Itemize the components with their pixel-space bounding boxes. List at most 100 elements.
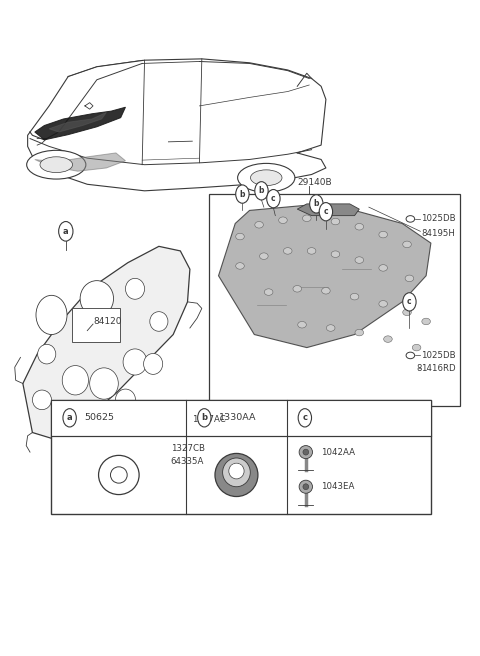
- Ellipse shape: [379, 264, 387, 271]
- Ellipse shape: [403, 241, 411, 248]
- Ellipse shape: [125, 278, 144, 299]
- Ellipse shape: [406, 216, 415, 222]
- Ellipse shape: [302, 215, 311, 222]
- Ellipse shape: [90, 368, 118, 400]
- Ellipse shape: [326, 325, 335, 331]
- Text: c: c: [271, 194, 276, 203]
- Ellipse shape: [307, 248, 316, 254]
- Ellipse shape: [260, 253, 268, 259]
- Text: 1330AA: 1330AA: [218, 413, 256, 422]
- Circle shape: [236, 185, 249, 203]
- Ellipse shape: [85, 405, 108, 428]
- Text: b: b: [240, 190, 245, 199]
- Ellipse shape: [251, 170, 282, 186]
- Circle shape: [310, 195, 323, 213]
- Ellipse shape: [150, 312, 168, 331]
- Circle shape: [198, 409, 211, 427]
- Ellipse shape: [350, 293, 359, 300]
- Ellipse shape: [406, 352, 415, 359]
- Polygon shape: [23, 247, 190, 439]
- Ellipse shape: [299, 445, 312, 459]
- Circle shape: [403, 293, 416, 311]
- Polygon shape: [35, 153, 125, 171]
- Text: a: a: [63, 227, 69, 236]
- Bar: [51, 400, 431, 436]
- Circle shape: [298, 409, 312, 427]
- Ellipse shape: [299, 480, 312, 493]
- Ellipse shape: [80, 281, 114, 317]
- Text: b: b: [201, 413, 207, 422]
- Text: 1025DB: 1025DB: [421, 351, 456, 360]
- Polygon shape: [218, 205, 431, 348]
- Ellipse shape: [215, 453, 258, 497]
- Text: 1043EA: 1043EA: [321, 482, 354, 491]
- Ellipse shape: [303, 483, 309, 489]
- Circle shape: [59, 222, 73, 241]
- Text: 84120: 84120: [93, 317, 121, 326]
- Ellipse shape: [236, 262, 244, 269]
- Polygon shape: [297, 204, 360, 216]
- Ellipse shape: [217, 408, 224, 415]
- Ellipse shape: [293, 285, 301, 292]
- Ellipse shape: [298, 321, 306, 328]
- Ellipse shape: [379, 300, 387, 307]
- Ellipse shape: [144, 354, 163, 375]
- Ellipse shape: [40, 157, 72, 173]
- Ellipse shape: [355, 224, 364, 230]
- Ellipse shape: [33, 390, 51, 409]
- Text: 1327AC: 1327AC: [192, 415, 226, 424]
- Ellipse shape: [384, 336, 392, 342]
- Ellipse shape: [403, 309, 411, 316]
- Text: b: b: [259, 186, 264, 195]
- Polygon shape: [49, 112, 107, 132]
- Text: c: c: [407, 297, 412, 306]
- Text: 1042AA: 1042AA: [321, 447, 355, 457]
- Ellipse shape: [220, 411, 222, 413]
- Ellipse shape: [355, 329, 364, 336]
- Ellipse shape: [331, 251, 340, 257]
- Ellipse shape: [110, 467, 127, 483]
- Ellipse shape: [355, 256, 364, 263]
- Ellipse shape: [98, 455, 139, 495]
- Ellipse shape: [322, 287, 330, 294]
- Ellipse shape: [229, 463, 244, 479]
- Bar: [51, 400, 431, 514]
- Text: c: c: [302, 413, 307, 422]
- Text: 1416RD: 1416RD: [421, 364, 456, 373]
- Polygon shape: [35, 107, 125, 140]
- Circle shape: [319, 203, 333, 221]
- Ellipse shape: [255, 222, 264, 228]
- Ellipse shape: [303, 449, 309, 455]
- Text: 8: 8: [417, 364, 422, 373]
- Ellipse shape: [412, 344, 421, 351]
- Ellipse shape: [37, 344, 56, 364]
- Ellipse shape: [238, 163, 295, 192]
- Ellipse shape: [236, 234, 244, 240]
- Ellipse shape: [36, 295, 67, 335]
- Bar: [72, 308, 120, 342]
- Text: c: c: [324, 207, 328, 216]
- Circle shape: [267, 190, 280, 208]
- Ellipse shape: [264, 289, 273, 295]
- Text: 1025DB: 1025DB: [421, 215, 456, 224]
- Ellipse shape: [283, 248, 292, 254]
- Ellipse shape: [379, 232, 387, 238]
- Ellipse shape: [422, 318, 431, 325]
- Text: b: b: [313, 199, 319, 209]
- Text: 84195H: 84195H: [421, 229, 455, 237]
- Ellipse shape: [331, 218, 340, 225]
- Ellipse shape: [116, 389, 135, 411]
- Bar: [209, 194, 459, 406]
- Ellipse shape: [142, 468, 149, 475]
- Ellipse shape: [279, 217, 287, 224]
- Text: 50625: 50625: [84, 413, 114, 422]
- Text: 64335A: 64335A: [171, 457, 204, 466]
- Text: 29140B: 29140B: [297, 178, 332, 188]
- Ellipse shape: [27, 150, 86, 179]
- Circle shape: [63, 409, 76, 427]
- Ellipse shape: [405, 275, 414, 281]
- Ellipse shape: [59, 405, 82, 428]
- Ellipse shape: [223, 458, 250, 487]
- Text: a: a: [67, 413, 72, 422]
- Text: 1327CB: 1327CB: [171, 444, 205, 453]
